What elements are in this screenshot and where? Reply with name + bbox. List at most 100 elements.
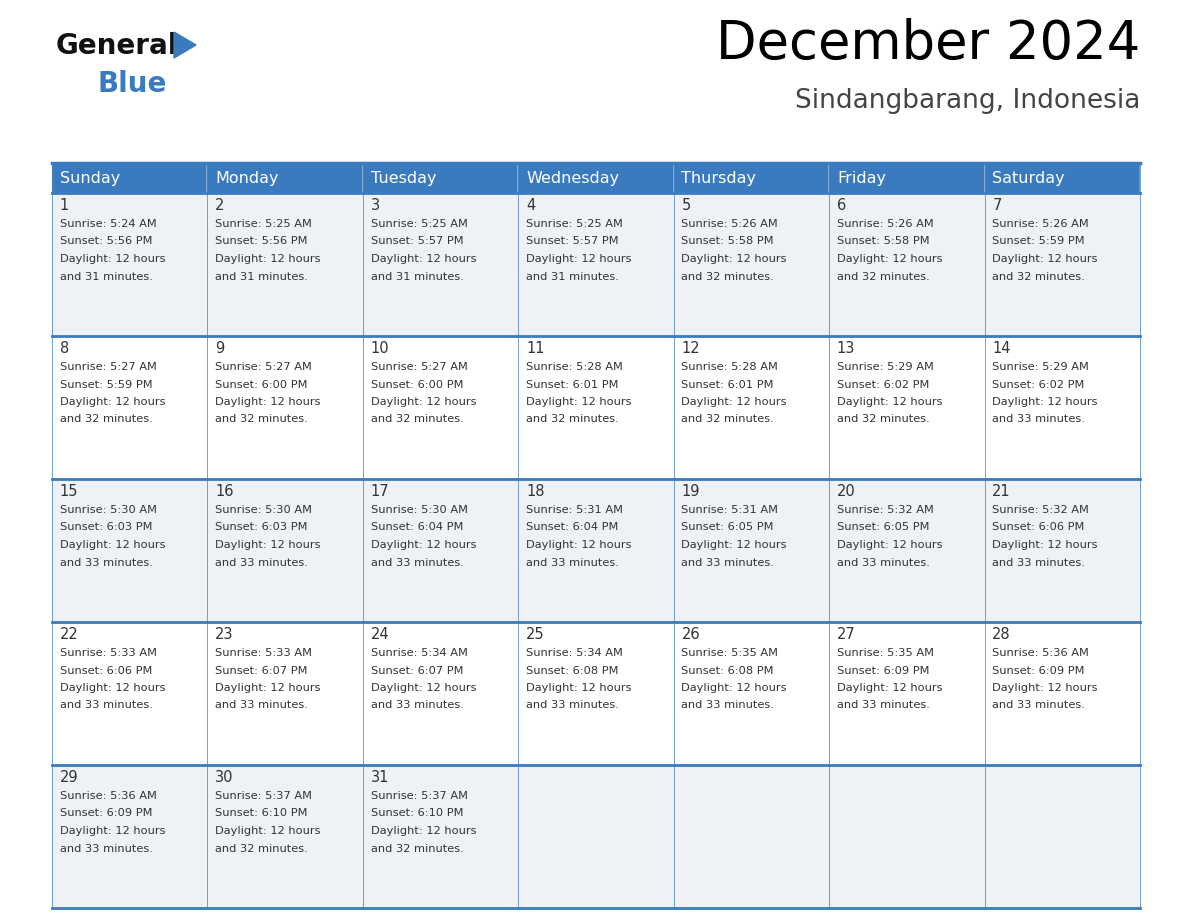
Text: 19: 19 xyxy=(682,484,700,499)
Text: Sunrise: 5:37 AM: Sunrise: 5:37 AM xyxy=(371,791,468,801)
Text: and 33 minutes.: and 33 minutes. xyxy=(992,700,1085,711)
Text: 22: 22 xyxy=(59,627,78,642)
Text: Sunrise: 5:26 AM: Sunrise: 5:26 AM xyxy=(992,219,1089,229)
FancyBboxPatch shape xyxy=(208,622,362,765)
Text: Sunset: 6:02 PM: Sunset: 6:02 PM xyxy=(992,379,1085,389)
FancyBboxPatch shape xyxy=(985,163,1140,193)
FancyBboxPatch shape xyxy=(674,193,829,336)
Text: and 33 minutes.: and 33 minutes. xyxy=(59,557,152,567)
Text: and 33 minutes.: and 33 minutes. xyxy=(836,557,930,567)
Text: Daylight: 12 hours: Daylight: 12 hours xyxy=(682,254,786,264)
FancyBboxPatch shape xyxy=(208,163,362,193)
Text: and 33 minutes.: and 33 minutes. xyxy=(526,557,619,567)
Polygon shape xyxy=(173,32,196,58)
FancyBboxPatch shape xyxy=(829,336,985,479)
Text: and 33 minutes.: and 33 minutes. xyxy=(682,700,775,711)
Text: 5: 5 xyxy=(682,198,690,213)
Text: Sunset: 6:02 PM: Sunset: 6:02 PM xyxy=(836,379,929,389)
Text: and 32 minutes.: and 32 minutes. xyxy=(836,415,930,424)
Text: Daylight: 12 hours: Daylight: 12 hours xyxy=(836,397,942,407)
Text: Sunrise: 5:30 AM: Sunrise: 5:30 AM xyxy=(215,505,312,515)
Text: Sunset: 6:04 PM: Sunset: 6:04 PM xyxy=(371,522,463,532)
FancyBboxPatch shape xyxy=(52,193,208,336)
Text: 20: 20 xyxy=(836,484,855,499)
Text: 14: 14 xyxy=(992,341,1011,356)
Text: Sunset: 6:07 PM: Sunset: 6:07 PM xyxy=(371,666,463,676)
Text: Sunset: 6:01 PM: Sunset: 6:01 PM xyxy=(682,379,775,389)
Text: General: General xyxy=(56,32,178,60)
Text: Sunrise: 5:34 AM: Sunrise: 5:34 AM xyxy=(526,648,623,658)
Text: 24: 24 xyxy=(371,627,390,642)
Text: Daylight: 12 hours: Daylight: 12 hours xyxy=(59,540,165,550)
Text: Daylight: 12 hours: Daylight: 12 hours xyxy=(215,826,321,836)
Text: Sunset: 5:59 PM: Sunset: 5:59 PM xyxy=(992,237,1085,247)
Text: Daylight: 12 hours: Daylight: 12 hours xyxy=(992,540,1098,550)
FancyBboxPatch shape xyxy=(362,622,518,765)
FancyBboxPatch shape xyxy=(52,479,208,622)
Text: Sunrise: 5:28 AM: Sunrise: 5:28 AM xyxy=(526,362,623,372)
Text: Daylight: 12 hours: Daylight: 12 hours xyxy=(526,254,632,264)
Text: Daylight: 12 hours: Daylight: 12 hours xyxy=(371,254,476,264)
Text: and 31 minutes.: and 31 minutes. xyxy=(526,272,619,282)
Text: and 32 minutes.: and 32 minutes. xyxy=(59,415,152,424)
Text: Sunrise: 5:29 AM: Sunrise: 5:29 AM xyxy=(992,362,1089,372)
Text: Daylight: 12 hours: Daylight: 12 hours xyxy=(526,397,632,407)
Text: Sunrise: 5:33 AM: Sunrise: 5:33 AM xyxy=(215,648,312,658)
Text: Sunrise: 5:26 AM: Sunrise: 5:26 AM xyxy=(682,219,778,229)
Text: Sunrise: 5:31 AM: Sunrise: 5:31 AM xyxy=(682,505,778,515)
Text: Daylight: 12 hours: Daylight: 12 hours xyxy=(59,254,165,264)
FancyBboxPatch shape xyxy=(829,479,985,622)
Text: Daylight: 12 hours: Daylight: 12 hours xyxy=(836,254,942,264)
Text: Sunset: 6:10 PM: Sunset: 6:10 PM xyxy=(371,809,463,819)
Text: 26: 26 xyxy=(682,627,700,642)
Text: Sunrise: 5:36 AM: Sunrise: 5:36 AM xyxy=(992,648,1089,658)
Text: Sunrise: 5:29 AM: Sunrise: 5:29 AM xyxy=(836,362,934,372)
Text: Daylight: 12 hours: Daylight: 12 hours xyxy=(215,397,321,407)
Text: and 32 minutes.: and 32 minutes. xyxy=(992,272,1085,282)
FancyBboxPatch shape xyxy=(985,336,1140,479)
Text: 12: 12 xyxy=(682,341,700,356)
Text: Sunset: 6:05 PM: Sunset: 6:05 PM xyxy=(682,522,775,532)
FancyBboxPatch shape xyxy=(829,765,985,908)
Text: and 32 minutes.: and 32 minutes. xyxy=(215,844,308,854)
Text: Sunrise: 5:36 AM: Sunrise: 5:36 AM xyxy=(59,791,157,801)
FancyBboxPatch shape xyxy=(829,193,985,336)
Text: 31: 31 xyxy=(371,770,388,785)
Text: Sunset: 6:06 PM: Sunset: 6:06 PM xyxy=(59,666,152,676)
Text: and 32 minutes.: and 32 minutes. xyxy=(371,415,463,424)
FancyBboxPatch shape xyxy=(362,163,518,193)
Text: Sunset: 6:08 PM: Sunset: 6:08 PM xyxy=(682,666,775,676)
FancyBboxPatch shape xyxy=(985,479,1140,622)
Text: Daylight: 12 hours: Daylight: 12 hours xyxy=(59,826,165,836)
FancyBboxPatch shape xyxy=(518,765,674,908)
Text: Blue: Blue xyxy=(97,70,168,98)
FancyBboxPatch shape xyxy=(518,622,674,765)
Text: Sunrise: 5:26 AM: Sunrise: 5:26 AM xyxy=(836,219,934,229)
Text: and 31 minutes.: and 31 minutes. xyxy=(371,272,463,282)
Text: and 33 minutes.: and 33 minutes. xyxy=(992,557,1085,567)
Text: 25: 25 xyxy=(526,627,544,642)
FancyBboxPatch shape xyxy=(674,479,829,622)
Text: Daylight: 12 hours: Daylight: 12 hours xyxy=(371,397,476,407)
Text: Daylight: 12 hours: Daylight: 12 hours xyxy=(992,397,1098,407)
Text: Sunset: 6:03 PM: Sunset: 6:03 PM xyxy=(59,522,152,532)
Text: Daylight: 12 hours: Daylight: 12 hours xyxy=(682,397,786,407)
Text: Sunrise: 5:25 AM: Sunrise: 5:25 AM xyxy=(371,219,468,229)
Text: and 32 minutes.: and 32 minutes. xyxy=(526,415,619,424)
Text: Sunset: 5:58 PM: Sunset: 5:58 PM xyxy=(836,237,929,247)
Text: Daylight: 12 hours: Daylight: 12 hours xyxy=(371,540,476,550)
Text: Sunrise: 5:27 AM: Sunrise: 5:27 AM xyxy=(371,362,468,372)
FancyBboxPatch shape xyxy=(985,193,1140,336)
Text: Daylight: 12 hours: Daylight: 12 hours xyxy=(215,540,321,550)
Text: and 33 minutes.: and 33 minutes. xyxy=(215,700,308,711)
FancyBboxPatch shape xyxy=(208,336,362,479)
Text: December 2024: December 2024 xyxy=(715,18,1140,70)
Text: and 33 minutes.: and 33 minutes. xyxy=(682,557,775,567)
FancyBboxPatch shape xyxy=(362,765,518,908)
Text: 28: 28 xyxy=(992,627,1011,642)
Text: 6: 6 xyxy=(836,198,846,213)
Text: and 33 minutes.: and 33 minutes. xyxy=(371,700,463,711)
Text: Sunrise: 5:28 AM: Sunrise: 5:28 AM xyxy=(682,362,778,372)
Text: Daylight: 12 hours: Daylight: 12 hours xyxy=(371,826,476,836)
Text: 2: 2 xyxy=(215,198,225,213)
